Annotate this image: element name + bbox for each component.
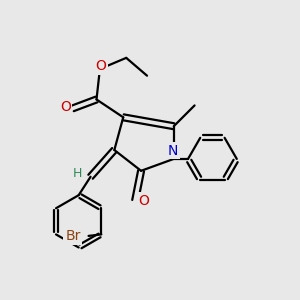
Text: Br: Br [65,229,80,243]
Text: O: O [60,100,71,114]
Text: O: O [139,194,149,208]
Text: N: N [168,144,178,158]
Text: H: H [73,167,82,180]
Text: O: O [95,59,106,73]
